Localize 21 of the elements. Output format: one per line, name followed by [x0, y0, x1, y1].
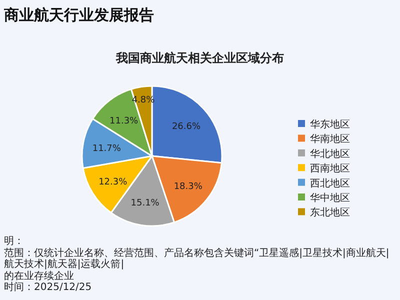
legend-label: 华北地区 — [310, 148, 350, 160]
pie-slice — [81, 118, 153, 169]
data-label: 26.6% — [172, 122, 201, 132]
legend-label: 西南地区 — [310, 162, 350, 175]
legend-label: 华南地区 — [310, 133, 350, 146]
data-label: 18.3% — [174, 182, 203, 192]
legend-label: 华东地区 — [310, 118, 350, 130]
chart-title: 商业航天行业发展报告 — [4, 6, 154, 25]
data-label: 12.3% — [98, 178, 128, 188]
legend-label: 西北地区 — [310, 177, 350, 190]
data-label: 15.1% — [130, 198, 160, 209]
data-label: 11.7% — [92, 144, 122, 154]
pie-slice — [92, 88, 153, 157]
legend-label: 华中地区 — [310, 192, 350, 204]
legend-label: 东北地区 — [310, 206, 350, 219]
text: 时间：2025/12/25 — [4, 282, 93, 294]
chart-subtitle: 我国商业航天相关企业区域分布 — [115, 51, 284, 65]
text: 范围：仅统计企业名称、经营范围、产品名称包含关键词“卫星遥感|卫星技术|商业航天|航天技术|航天器|运载火箭| — [4, 248, 390, 270]
data-label: 11.3% — [110, 116, 139, 126]
text: 明： — [4, 236, 25, 248]
text: 的在业存续企业 — [4, 270, 75, 282]
